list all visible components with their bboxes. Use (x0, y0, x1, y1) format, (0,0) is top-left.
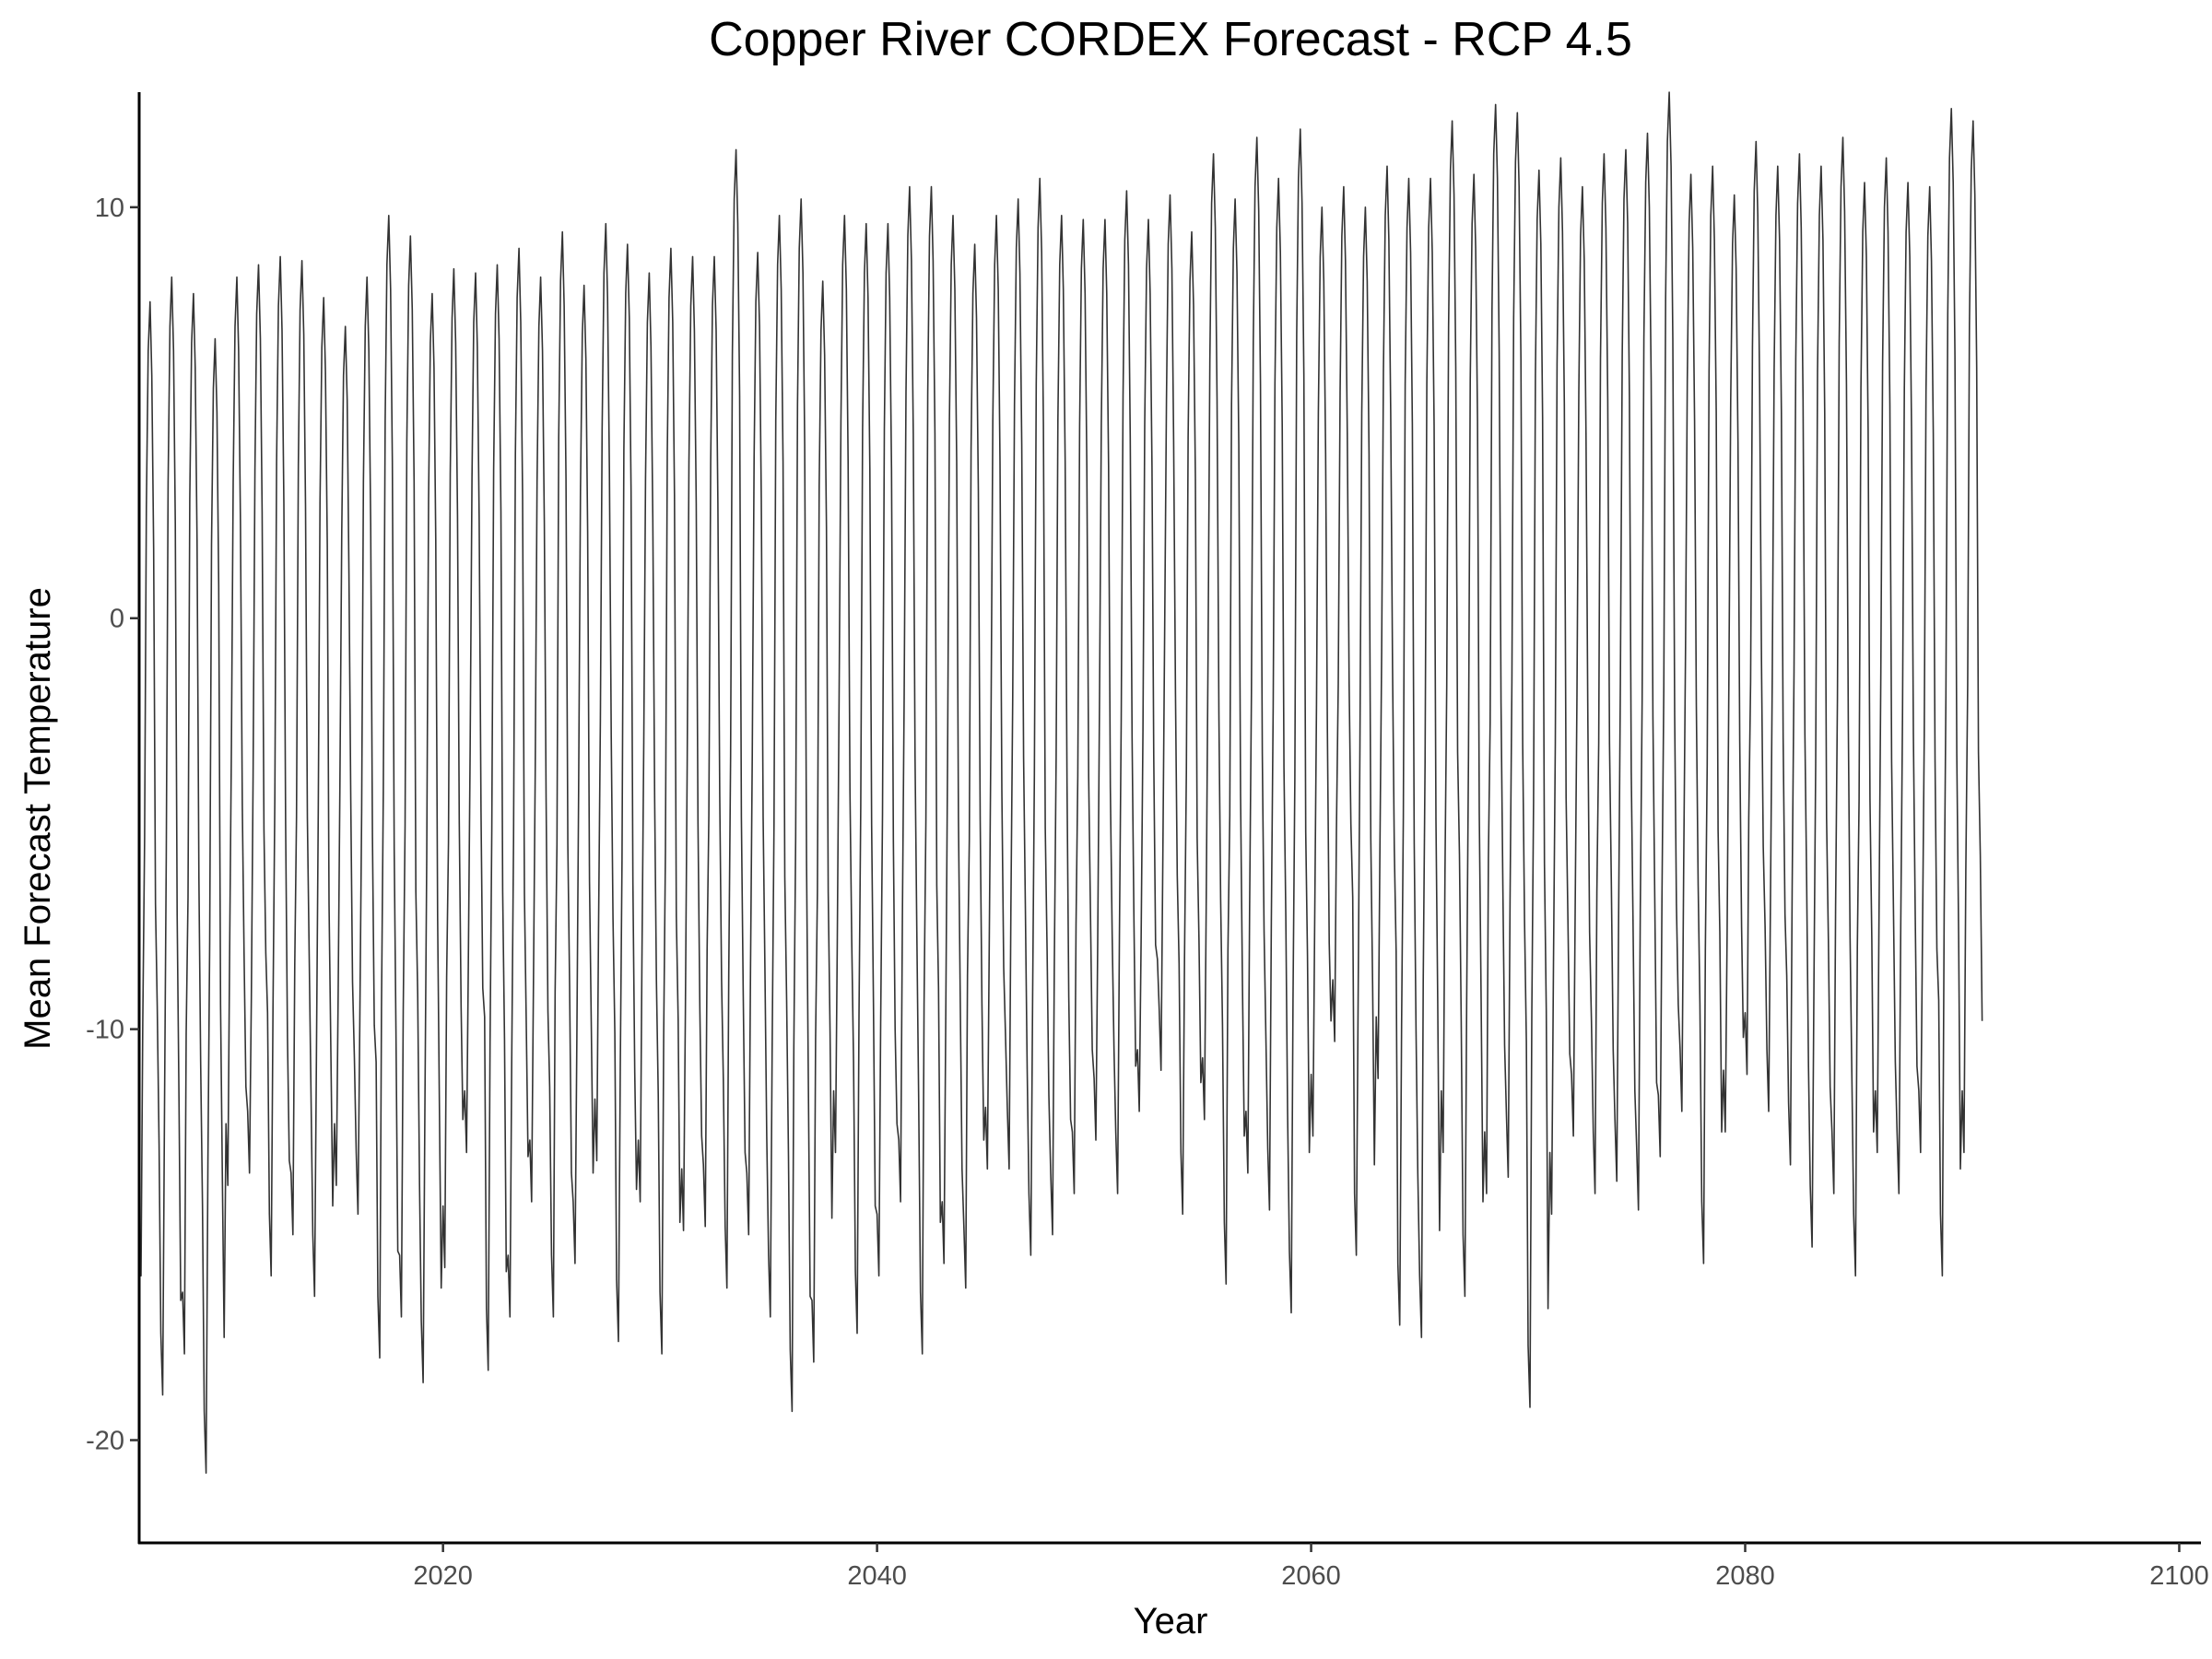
x-tick-label: 2100 (2149, 1561, 2209, 1591)
series-line (138, 91, 1983, 1474)
y-tick-label: -10 (86, 1016, 124, 1045)
y-tick-label: 0 (110, 605, 124, 634)
x-tick-label: 2040 (847, 1561, 907, 1591)
y-tick-label: 10 (95, 194, 124, 223)
x-axis: 2020 2040 2060 2080 2100 (413, 1543, 2209, 1591)
y-axis-title: Mean Forecast Temperature (18, 587, 58, 1050)
chart-title: Copper River CORDEX Forecast - RCP 4.5 (709, 13, 1632, 66)
plot-area (138, 91, 1983, 1474)
x-tick-label: 2080 (1715, 1561, 1775, 1591)
x-tick-label: 2020 (413, 1561, 473, 1591)
y-tick-label: -20 (86, 1427, 124, 1456)
x-axis-title: Year (1134, 1601, 1208, 1641)
y-axis: -20 -10 0 10 (86, 194, 139, 1456)
x-tick-label: 2060 (1281, 1561, 1341, 1591)
